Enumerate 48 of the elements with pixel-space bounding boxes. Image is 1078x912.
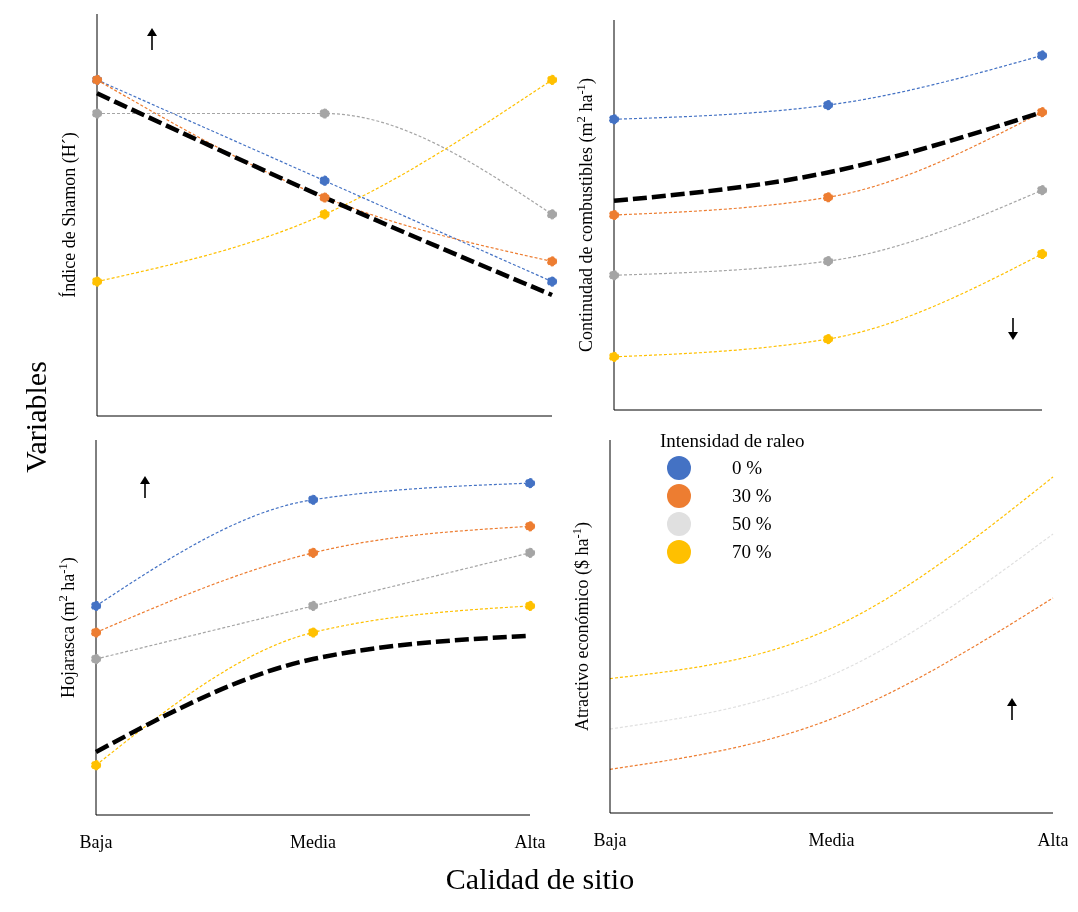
legend-title: Intensidad de raleo xyxy=(660,430,805,452)
point xyxy=(319,209,330,220)
legend-label: 30 % xyxy=(732,485,772,507)
x-tick-label: Media xyxy=(290,831,336,852)
text: Variables xyxy=(19,360,53,475)
text: Calidad de sitio xyxy=(444,862,636,896)
point xyxy=(91,108,103,119)
point xyxy=(319,192,330,203)
point xyxy=(822,99,834,111)
point xyxy=(307,627,319,638)
point xyxy=(524,478,536,489)
point xyxy=(90,627,102,638)
point xyxy=(822,255,834,267)
point xyxy=(1036,50,1048,61)
point xyxy=(1036,107,1048,118)
x-tick-label: Baja xyxy=(593,829,627,850)
point xyxy=(822,333,834,345)
point xyxy=(608,114,620,125)
point xyxy=(91,276,103,287)
x-tick-label: Baja xyxy=(79,831,113,852)
point xyxy=(319,175,330,186)
point xyxy=(608,209,620,221)
point xyxy=(307,600,319,612)
point xyxy=(546,276,558,287)
point xyxy=(90,760,102,771)
point xyxy=(90,600,102,612)
point xyxy=(546,209,558,220)
point xyxy=(546,74,558,85)
x-tick-label: Alta xyxy=(514,831,546,852)
legend-label: 0 % xyxy=(732,457,763,479)
point xyxy=(1036,248,1048,260)
point xyxy=(822,192,834,203)
x-tick-label: Media xyxy=(808,829,855,850)
legend-label: 70 % xyxy=(732,541,772,563)
point xyxy=(524,600,536,612)
point xyxy=(546,256,558,267)
point xyxy=(608,351,620,362)
point xyxy=(1036,185,1048,196)
x-tick-label: Alta xyxy=(1037,829,1069,850)
point xyxy=(608,270,620,281)
point xyxy=(319,108,330,119)
point xyxy=(307,494,319,505)
y-axis-title: Índice de Shamon (H´) xyxy=(58,132,80,298)
point xyxy=(524,547,536,558)
legend-label: 50 % xyxy=(732,513,772,535)
point xyxy=(524,521,536,532)
point xyxy=(307,547,319,558)
point xyxy=(90,653,102,665)
